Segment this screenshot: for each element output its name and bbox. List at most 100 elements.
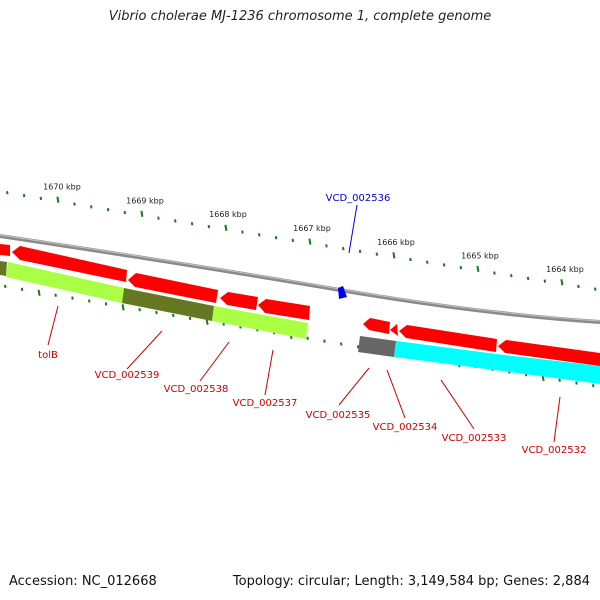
cds-arrow[interactable] [128, 273, 218, 303]
cds-block-gray[interactable] [358, 336, 396, 357]
scale-tick-minor [375, 252, 379, 256]
scale-tick-minor [325, 244, 328, 248]
scale-tick-minor [207, 224, 211, 229]
scale-tick-minor [291, 238, 295, 243]
genome-summary: Topology: circular; Length: 3,149,584 bp… [232, 574, 590, 589]
scale-tick-minor [274, 235, 278, 240]
scale-tick-minor [73, 202, 76, 206]
scale-label: 1668 kbp [209, 210, 247, 219]
gene-label-vcd_002535[interactable]: VCD_002535 [306, 410, 371, 421]
scale-tick-major [224, 224, 228, 231]
scale-tick-minor [526, 276, 530, 281]
cds-arrow[interactable] [498, 340, 600, 366]
scale-tick-minor [54, 293, 57, 297]
accession-label: Accession: NC_012668 [9, 574, 157, 589]
scale-label: 1670 kbp [43, 183, 81, 192]
cds-block-cyan[interactable] [394, 341, 496, 370]
scale-tick-minor [157, 216, 160, 220]
leader-line-vcd_002534 [386, 369, 406, 419]
leader-line-vcd_002535 [338, 367, 370, 406]
scale-labels: 1670 kbp 1669 kbp 1668 kbp 1667 kbp 1666 kbp… [43, 183, 584, 274]
leader-line-vcd_002538 [199, 341, 230, 382]
genome-title: Vibrio cholerae MJ-1236 chromosome 1, co… [108, 9, 492, 24]
scale-tick-minor [104, 302, 108, 306]
cds-block-cyan[interactable] [494, 354, 600, 384]
cds-arrow[interactable] [399, 325, 497, 352]
scale-tick-minor [459, 266, 463, 270]
cds-block-olive[interactable] [122, 288, 214, 321]
leader-line-vcd_002539 [126, 330, 163, 370]
gene-label-vcd_002534[interactable]: VCD_002534 [373, 422, 438, 433]
scale-tick-major [56, 196, 60, 203]
scale-tick-minor [342, 246, 345, 251]
cds-arrow[interactable] [363, 318, 390, 334]
scale-tick-minor [323, 339, 326, 343]
scale-tick-major [37, 289, 41, 296]
scale-tick-minor [442, 263, 446, 267]
scale-tick-minor [409, 257, 412, 262]
scale-tick-minor [188, 316, 192, 321]
cds-arrow[interactable] [220, 292, 258, 310]
scale-tick-minor [558, 378, 561, 382]
cds-row-upper [0, 244, 310, 320]
scale-tick-minor [4, 284, 7, 289]
gene-label-vcd_002538[interactable]: VCD_002538 [164, 384, 229, 395]
scale-label: 1666 kbp [377, 238, 415, 247]
gene-label-vcd_002533[interactable]: VCD_002533 [442, 433, 507, 444]
scale-tick-minor [71, 296, 74, 300]
cds-arrow[interactable] [390, 324, 398, 336]
scale-tick-major [476, 265, 480, 273]
scale-tick-minor [190, 222, 194, 226]
scale-tick-minor [592, 384, 595, 388]
leader-line-vcd_002532 [553, 396, 561, 443]
scale-tick-minor [358, 249, 362, 254]
gene-label-vcd_002536[interactable]: VCD_002536 [326, 193, 391, 204]
scale-tick-minor [594, 287, 597, 291]
scale-tick-minor [493, 271, 496, 275]
gene-label-vcd_002537[interactable]: VCD_002537 [233, 398, 298, 409]
scale-tick-minor [123, 210, 127, 215]
gene-leader-lines [47, 204, 561, 443]
scale-tick-minor [510, 274, 513, 278]
scale-tick-major [308, 238, 312, 245]
scale-tick-minor [6, 191, 9, 195]
scale-label: 1667 kbp [293, 224, 331, 233]
scale-tick-minor [20, 287, 24, 291]
cds-block-olive[interactable] [0, 261, 7, 276]
gene-labels: tolB VCD_002539 VCD_002538 VCD_002537 VC… [38, 193, 586, 456]
scale-tick-major [121, 304, 125, 311]
gene-label-vcd_002539[interactable]: VCD_002539 [95, 370, 160, 381]
scale-tick-minor [258, 233, 261, 237]
cds-row-lower [0, 261, 600, 384]
scale-tick-minor [90, 205, 93, 209]
scale-tick-minor [340, 342, 343, 346]
scale-label: 1664 kbp [546, 265, 584, 274]
leader-line-tolB [47, 305, 59, 346]
scale-tick-minor [577, 284, 580, 289]
scale-tick-minor [106, 208, 110, 212]
cds-row-upper-right [363, 318, 600, 366]
scale-tick-minor [543, 279, 547, 283]
leader-line-vcd_002537 [264, 349, 274, 396]
scale-tick-minor [88, 299, 91, 303]
scale-tick-minor [575, 381, 578, 385]
scale-tick-major [560, 279, 564, 286]
scale-tick-minor [138, 308, 141, 312]
leader-line-vcd_002533 [440, 379, 475, 430]
gene-label-vcd_002532[interactable]: VCD_002532 [522, 445, 587, 456]
cds-block-lime[interactable] [212, 306, 308, 339]
cds-arrow[interactable] [258, 299, 310, 320]
cds-arrow[interactable] [12, 246, 127, 282]
scale-tick-minor [39, 196, 43, 201]
cds-arrow[interactable] [0, 244, 10, 256]
gene-label-tolB[interactable]: tolB [38, 350, 58, 361]
scale-tick-minor [241, 230, 244, 234]
blue-gene-marker[interactable] [338, 286, 347, 299]
leader-line-vcd_002536 [348, 204, 358, 254]
scale-tick-minor [22, 193, 26, 198]
scale-label: 1665 kbp [461, 251, 499, 260]
scale-tick-minor [356, 345, 360, 349]
scale-tick-minor [306, 336, 309, 341]
cds-block-lime[interactable] [6, 262, 124, 303]
